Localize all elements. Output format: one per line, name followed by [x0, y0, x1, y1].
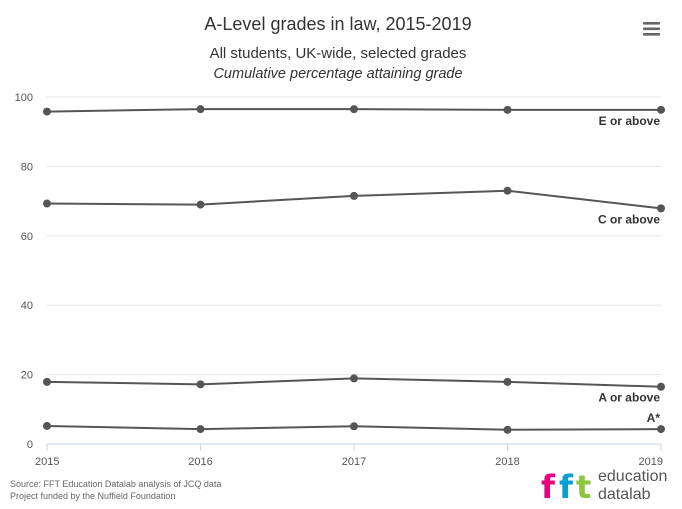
data-point[interactable] — [196, 200, 205, 209]
data-point[interactable] — [503, 186, 512, 195]
data-point[interactable] — [43, 421, 51, 430]
data-point[interactable] — [196, 380, 205, 389]
data-point[interactable] — [196, 425, 205, 434]
chart-title: A-Level grades in law, 2015-2019 — [204, 14, 471, 34]
y-tick-label: 100 — [15, 92, 33, 104]
data-point[interactable] — [657, 382, 665, 391]
logo-text-datalab: datalab — [598, 486, 651, 503]
data-point[interactable] — [43, 107, 51, 116]
data-point[interactable] — [503, 105, 512, 114]
chart-subtitle: All students, UK-wide, selected grades — [210, 45, 467, 62]
series-c-or-above: C or above — [43, 186, 665, 226]
series-label: C or above — [598, 212, 660, 226]
x-tick-label: 2016 — [188, 456, 212, 468]
fft-logo-mark: f f t — [541, 468, 591, 506]
x-tick-label: 2015 — [35, 456, 59, 468]
y-tick-label: 40 — [21, 300, 33, 312]
data-point[interactable] — [196, 105, 205, 114]
data-point[interactable] — [350, 105, 358, 114]
series-label: A or above — [598, 391, 660, 405]
svg-text:f: f — [541, 468, 556, 506]
y-tick-label: 20 — [21, 370, 33, 382]
series-e-or-above: E or above — [43, 105, 665, 128]
y-tick-label: 80 — [21, 161, 33, 173]
x-tick-label: 2019 — [639, 456, 663, 468]
series-label: A* — [647, 411, 661, 425]
hamburger-menu-icon[interactable] — [640, 18, 664, 38]
series-a-or-above: A or above — [43, 374, 665, 405]
y-tick-label: 60 — [21, 231, 33, 243]
data-point[interactable] — [503, 377, 512, 386]
x-tick-label: 2018 — [495, 456, 519, 468]
data-point[interactable] — [657, 204, 665, 213]
data-point[interactable] — [657, 425, 665, 434]
chart-subtitle-2: Cumulative percentage attaining grade — [213, 66, 462, 82]
y-tick-label: 0 — [27, 439, 33, 451]
data-point[interactable] — [350, 422, 358, 431]
data-point[interactable] — [43, 199, 51, 208]
data-point[interactable] — [657, 105, 665, 114]
credit-source: Source: FFT Education Datalab analysis o… — [10, 479, 221, 489]
fft-logo: f f t education datalab — [541, 468, 667, 506]
x-tick-label: 2017 — [342, 456, 366, 468]
data-point[interactable] — [503, 425, 512, 434]
grid-lines — [47, 96, 661, 445]
series-group: E or above C or above A or above A* — [43, 105, 665, 434]
credit-funding: Project funded by the Nuffield Foundatio… — [10, 491, 175, 501]
svg-text:t: t — [576, 468, 591, 506]
data-point[interactable] — [350, 191, 358, 200]
data-point[interactable] — [350, 374, 358, 383]
data-point[interactable] — [43, 377, 51, 386]
x-axis: 2015 2016 2017 2018 2019 — [35, 443, 663, 468]
y-axis: 0 20 40 60 80 100 — [15, 92, 33, 451]
series-label: E or above — [599, 114, 661, 128]
series-a-star: A* — [43, 411, 665, 434]
svg-text:f: f — [559, 468, 574, 506]
logo-text-education: education — [598, 468, 667, 485]
